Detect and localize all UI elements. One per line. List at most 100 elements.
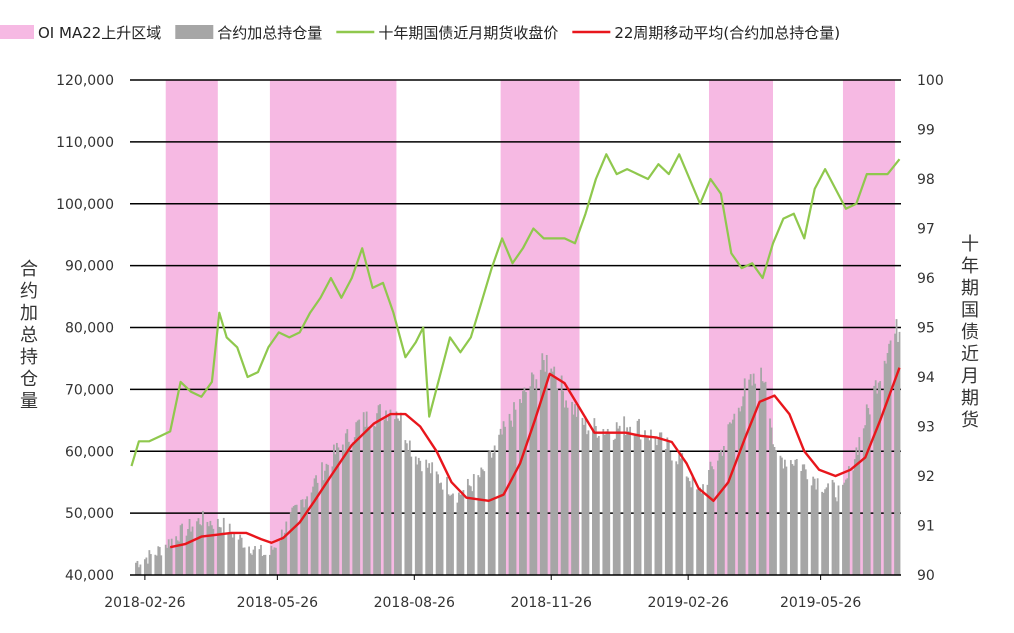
oi-bar: [645, 437, 648, 575]
oi-bar: [897, 341, 899, 575]
oi-bar: [441, 489, 444, 575]
oi-bar: [417, 457, 420, 575]
series-lines: [130, 153, 901, 549]
oi-bar: [263, 554, 265, 575]
oi-bar: [191, 526, 194, 575]
oi-bar: [139, 564, 142, 575]
oi-bar: [626, 427, 629, 575]
oi-bar: [519, 399, 521, 575]
oi-bar: [283, 532, 286, 575]
oi-bar: [295, 504, 298, 575]
oi-bar: [709, 461, 712, 575]
x-tick-label: 2018-11-26: [511, 595, 592, 611]
oi-bar: [535, 379, 538, 575]
legend-swatch-shade: [0, 25, 34, 39]
oi-bar: [388, 415, 390, 575]
oi-bar: [532, 374, 535, 575]
oi-bar: [636, 420, 639, 575]
y-right-tick-label: 98: [917, 172, 935, 188]
oi-bar: [638, 418, 640, 575]
y-left-tick-label: 120,000: [56, 73, 114, 89]
oi-bar: [166, 547, 169, 575]
oi-bar: [334, 454, 337, 575]
oi-bar: [158, 547, 161, 575]
oi-bar: [149, 554, 152, 575]
oi-bar: [438, 483, 441, 575]
oi-bar: [511, 426, 514, 575]
oi-bar: [364, 426, 367, 575]
oi-bar: [791, 464, 794, 575]
oi-bar: [895, 319, 898, 575]
oi-bar: [806, 479, 809, 575]
oi-bar: [471, 491, 474, 575]
oi-bar: [690, 487, 693, 575]
oi-bar: [898, 331, 901, 575]
oi-bar: [514, 409, 517, 575]
oi-bar: [635, 434, 637, 575]
oi-bar: [154, 554, 157, 575]
oi-bar: [368, 429, 371, 575]
oi-bar: [155, 555, 158, 575]
oi-bar: [696, 489, 698, 575]
oi-bar: [228, 523, 231, 575]
oi-bar: [254, 546, 256, 575]
oi-bar: [584, 416, 587, 575]
oi-bar: [597, 436, 600, 575]
oi-bar: [414, 456, 417, 575]
oi-bar: [670, 460, 673, 575]
y-right-tick-label: 93: [917, 420, 935, 436]
oi-bar: [865, 404, 868, 575]
oi-bar: [355, 422, 358, 575]
oi-bar: [344, 433, 347, 575]
oi-bar: [629, 426, 632, 575]
oi-bar: [864, 425, 867, 575]
oi-bar: [374, 426, 377, 575]
oi-bar: [239, 534, 242, 575]
oi-bar: [827, 483, 829, 575]
oi-bar: [176, 540, 179, 575]
oi-bar: [529, 386, 532, 575]
oi-bar: [530, 372, 533, 575]
oi-bar: [608, 433, 611, 575]
y-left-tick-label: 40,000: [65, 568, 114, 584]
oi-bar: [583, 424, 585, 575]
oi-bar: [420, 471, 423, 575]
oi-bar: [447, 494, 450, 575]
y-right-tick-label: 99: [917, 123, 935, 139]
y-left-tick-label: 100,000: [56, 197, 114, 213]
oi-bar: [678, 452, 681, 575]
oi-bar: [218, 526, 221, 575]
oi-bar: [221, 532, 224, 575]
oi-bar: [377, 405, 380, 575]
oi-bar: [812, 476, 815, 575]
oi-bar: [551, 371, 554, 575]
y-left-tick-label: 50,000: [65, 506, 114, 522]
oi-bar: [248, 546, 250, 575]
oi-bar: [227, 533, 230, 575]
oi-bar: [781, 457, 783, 575]
oi-bar: [523, 387, 526, 575]
oi-bar: [751, 385, 754, 575]
oi-bar: [188, 518, 191, 575]
oi-bar: [347, 441, 350, 575]
oi-bar: [739, 411, 742, 575]
oi-bar: [792, 465, 795, 575]
oi-bar: [868, 414, 871, 575]
oi-bar: [627, 431, 630, 575]
oi-bar: [667, 441, 670, 575]
oi-bar: [322, 480, 325, 575]
oi-bar: [273, 547, 276, 575]
oi-bar: [145, 557, 148, 575]
oi-bar: [469, 486, 472, 575]
oi-bar: [603, 434, 606, 575]
axes: 40,000 50,000 60,000 70,000 80,000 90,000 100,…: [56, 73, 944, 611]
oi-bar: [566, 407, 569, 575]
oi-bar: [720, 449, 722, 575]
oi-bar: [261, 555, 264, 575]
oi-bar: [816, 478, 819, 575]
oi-bar: [196, 521, 198, 575]
oi-bar: [845, 479, 847, 575]
oi-bar: [343, 450, 346, 575]
oi-bar: [280, 529, 283, 575]
oi-bar: [565, 400, 568, 575]
